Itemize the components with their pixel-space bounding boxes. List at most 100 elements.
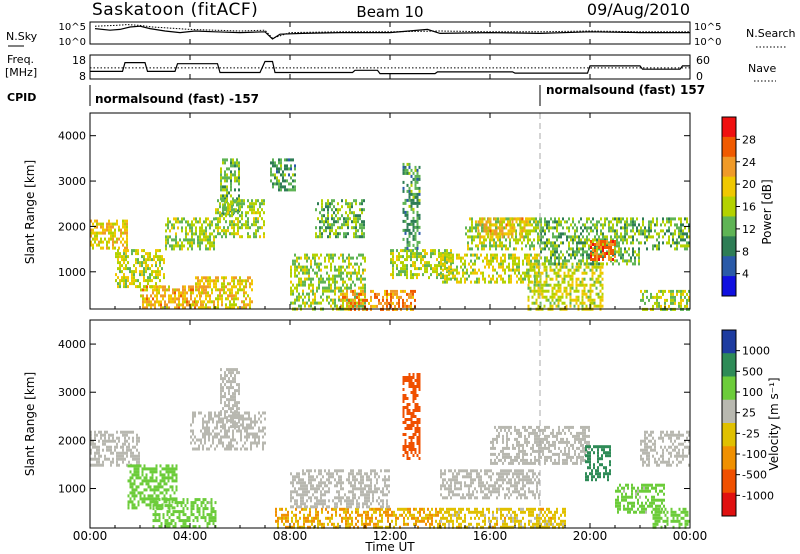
heatmap-cell [228,444,230,448]
heatmap-cell [231,291,233,295]
heatmap-cell [220,441,222,445]
heatmap-cell [372,304,374,308]
heatmap-cell [249,306,251,310]
heatmap-cell [224,426,226,430]
heatmap-cell [208,438,210,442]
heatmap-cell [296,283,298,287]
heatmap-cell [456,265,458,269]
heatmap-cell [100,436,102,440]
heatmap-cell [414,273,416,277]
heatmap-cell [444,277,446,281]
heatmap-cell [469,229,471,233]
heatmap-cell [217,297,219,301]
heatmap-cell [686,304,688,308]
heatmap-cell [597,292,600,296]
heatmap-cell [410,222,413,226]
heatmap-cell [241,306,243,310]
heatmap-cell [223,291,225,295]
heatmap-cell [333,211,335,215]
heatmap-cell [561,295,564,299]
heatmap-cell [261,217,263,221]
heatmap-cell [469,217,471,221]
heatmap-cell [442,256,444,260]
heatmap-cell [191,244,193,248]
heatmap-cell [155,264,157,268]
heatmap-cell [308,271,310,275]
heatmap-cell [100,433,102,437]
heatmap-cell [604,246,606,249]
heatmap-cell [398,270,400,274]
heatmap-cell [592,258,594,261]
heatmap-cell [270,170,272,174]
heatmap-cell [197,220,199,224]
heatmap-cell [217,217,219,221]
heatmap-cell [574,238,576,242]
heatmap-cell [481,247,483,251]
heatmap-cell [246,438,248,442]
heatmap-cell [349,217,351,221]
heatmap-cell [522,271,524,275]
heatmap-cell [626,241,628,245]
heatmap-cell [672,295,674,299]
heatmap-cell [349,205,351,209]
heatmap-cell [606,240,608,243]
heatmap-cell [146,306,148,310]
heatmap-cell [136,448,138,452]
heatmap-cell [558,256,560,260]
heatmap-cell [175,235,177,239]
heatmap-cell [207,282,209,286]
heatmap-cell [644,226,646,230]
heatmap-cell [255,232,257,236]
heatmap-cell [190,297,192,301]
heatmap-cell [133,479,136,483]
heatmap-cell [579,283,582,287]
heatmap-cell [568,241,570,245]
colorbar-tick-label: 12 [742,223,756,236]
heatmap-cell [298,265,300,269]
heatmap-cell [501,220,504,224]
heatmap-cell [646,238,648,242]
heatmap-cell [241,235,243,239]
heatmap-cell [658,241,660,245]
heatmap-cell [576,250,578,254]
heatmap-cell [178,300,180,304]
heatmap-cell [199,247,201,251]
heatmap-cell [127,267,129,271]
heatmap-cell [550,217,552,221]
heatmap-cell [173,226,175,230]
heatmap-cell [143,467,146,471]
heatmap-cell [412,195,415,199]
heatmap-cell [591,283,594,287]
heatmap-cell [563,280,566,284]
heatmap-cell [392,270,394,274]
heatmap-cell [234,420,236,424]
heatmap-cell [226,167,228,171]
heatmap-cell [589,295,592,299]
heatmap-cell [298,277,300,281]
heatmap-cell [610,252,612,255]
heatmap-cell [488,280,490,284]
heatmap-cell [404,210,407,214]
heatmap-cell [328,289,330,293]
heatmap-cell [339,208,341,212]
heatmap-cell [526,271,528,275]
heatmap-cell [353,226,355,230]
heatmap-cell [385,510,387,514]
heatmap-cell [662,220,664,224]
heatmap-cell [172,510,175,514]
heatmap-cell [386,304,388,308]
heatmap-cell [278,185,280,189]
heatmap-cell [255,202,257,206]
heatmap-cell [394,292,396,296]
heatmap-cell [496,259,498,263]
heatmap-cell [406,267,408,271]
heatmap-cell [214,447,216,451]
heatmap-cell [475,220,477,224]
heatmap-cell [254,441,256,445]
heatmap-cell [206,522,209,526]
heatmap-cell [352,298,354,302]
heatmap-cell [475,229,477,233]
heatmap-cell [328,259,330,263]
heatmap-cell [233,199,235,203]
heatmap-cell [672,301,674,305]
